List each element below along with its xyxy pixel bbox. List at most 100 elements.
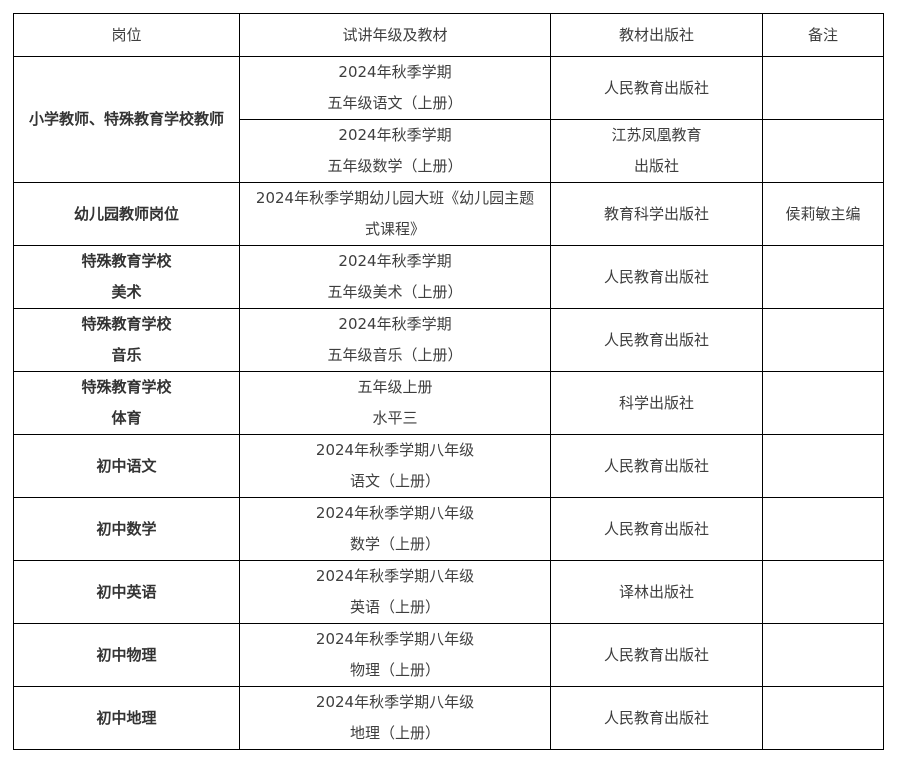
- material-line: 2024年秋季学期: [338, 315, 452, 333]
- position-line: 体育: [111, 409, 142, 427]
- position-cell: 特殊教育学校 体育: [13, 371, 240, 435]
- table-row: 2024年秋季学期 五年级数学（上册） 江苏凤凰教育 出版社: [14, 119, 884, 183]
- header-position: 岗位: [13, 13, 240, 57]
- material-line: 2024年秋季学期: [338, 252, 452, 270]
- publisher-cell: 译林出版社: [550, 560, 763, 624]
- table-row: 特殊教育学校 美术 2024年秋季学期 五年级美术（上册） 人民教育出版社: [13, 245, 884, 309]
- note-cell: [762, 308, 884, 372]
- material-line: 2024年秋季学期八年级: [315, 567, 475, 585]
- material-cell: 2024年秋季学期八年级 地理（上册）: [239, 686, 551, 750]
- position-cell: 初中英语: [13, 560, 240, 624]
- position-cell: 小学教师、特殊教育学校教师: [13, 56, 240, 183]
- note-cell: [762, 119, 884, 183]
- position-line: 特殊教育学校: [81, 378, 172, 396]
- table-row: 幼儿园教师岗位 2024年秋季学期幼儿园大班《幼儿园主题 式课程》 教育科学出版社 侯莉…: [13, 182, 884, 246]
- publisher-cell: 人民教育出版社: [550, 686, 763, 750]
- publisher-line: 教育科学出版社: [603, 204, 709, 223]
- material-line: 地理（上册）: [349, 724, 440, 742]
- publisher-cell: 人民教育出版社: [550, 56, 763, 120]
- table-row: 小学教师、特殊教育学校教师 2024年秋季学期 五年级语文（上册） 人民教育出版社: [13, 56, 884, 183]
- publisher-cell: 江苏凤凰教育 出版社: [550, 119, 763, 183]
- material-line: 五年级语文（上册）: [327, 94, 463, 112]
- publisher-cell: 人民教育出版社: [550, 308, 763, 372]
- table-row: 初中英语 2024年秋季学期八年级 英语（上册） 译林出版社: [13, 560, 884, 624]
- publisher-line: 译林出版社: [618, 582, 694, 601]
- material-line: 2024年秋季学期八年级: [315, 630, 475, 648]
- position-cell: 特殊教育学校 美术: [13, 245, 240, 309]
- material-cell: 2024年秋季学期八年级 英语（上册）: [239, 560, 551, 624]
- table-row: 特殊教育学校 音乐 2024年秋季学期 五年级音乐（上册） 人民教育出版社: [13, 308, 884, 372]
- position-cell: 初中语文: [13, 434, 240, 498]
- note-cell: [762, 245, 884, 309]
- note-cell: [762, 686, 884, 750]
- material-cell: 五年级上册 水平三: [239, 371, 551, 435]
- publisher-line: 人民教育出版社: [603, 267, 709, 286]
- header-note: 备注: [762, 13, 884, 57]
- publisher-line: 人民教育出版社: [603, 456, 709, 475]
- note-cell: [762, 371, 884, 435]
- table-row: 初中地理 2024年秋季学期八年级 地理（上册） 人民教育出版社: [13, 686, 884, 750]
- table-row: 初中物理 2024年秋季学期八年级 物理（上册） 人民教育出版社: [13, 623, 884, 687]
- publisher-cell: 人民教育出版社: [550, 434, 763, 498]
- material-line: 物理（上册）: [349, 661, 440, 679]
- publisher-line: 江苏凤凰教育: [611, 126, 702, 144]
- publisher-cell: 科学出版社: [550, 371, 763, 435]
- position-line: 初中数学: [96, 519, 157, 538]
- position-line: 初中语文: [96, 456, 157, 475]
- note-cell: [762, 497, 884, 561]
- position-line: 幼儿园教师岗位: [73, 204, 179, 223]
- material-cell: 2024年秋季学期 五年级音乐（上册）: [239, 308, 551, 372]
- material-line: 2024年秋季学期八年级: [315, 504, 475, 522]
- publisher-line: 人民教育出版社: [603, 708, 709, 727]
- publisher-line: 出版社: [633, 157, 679, 175]
- position-line: 特殊教育学校: [81, 252, 172, 270]
- note-cell: [762, 434, 884, 498]
- material-line: 2024年秋季学期幼儿园大班《幼儿园主题: [255, 189, 535, 207]
- material-line: 2024年秋季学期八年级: [315, 441, 475, 459]
- material-cell: 2024年秋季学期八年级 语文（上册）: [239, 434, 551, 498]
- publisher-line: 科学出版社: [618, 393, 694, 412]
- material-line: 五年级音乐（上册）: [327, 346, 463, 364]
- material-line: 2024年秋季学期: [338, 126, 452, 144]
- material-line: 五年级上册: [357, 378, 433, 396]
- note-cell: [762, 623, 884, 687]
- material-cell: 2024年秋季学期 五年级美术（上册）: [239, 245, 551, 309]
- header-publisher: 教材出版社: [550, 13, 763, 57]
- publisher-line: 人民教育出版社: [603, 330, 709, 349]
- position-cell: 幼儿园教师岗位: [13, 182, 240, 246]
- material-cell: 2024年秋季学期八年级 物理（上册）: [239, 623, 551, 687]
- position-line: 美术: [111, 283, 142, 301]
- publisher-cell: 教育科学出版社: [550, 182, 763, 246]
- material-line: 数学（上册）: [349, 535, 440, 553]
- publisher-line: 人民教育出版社: [603, 645, 709, 664]
- exam-materials-table: 岗位 试讲年级及教材 教材出版社 备注 小学教师、特殊教育学校教师 2024年秋…: [13, 13, 884, 750]
- note-cell: [762, 56, 884, 120]
- material-line: 五年级美术（上册）: [327, 283, 463, 301]
- material-cell: 2024年秋季学期 五年级语文（上册）: [239, 56, 551, 120]
- material-cell: 2024年秋季学期幼儿园大班《幼儿园主题 式课程》: [239, 182, 551, 246]
- table-row: 初中数学 2024年秋季学期八年级 数学（上册） 人民教育出版社: [13, 497, 884, 561]
- publisher-cell: 人民教育出版社: [550, 497, 763, 561]
- material-cell: 2024年秋季学期八年级 数学（上册）: [239, 497, 551, 561]
- material-line: 五年级数学（上册）: [327, 157, 463, 175]
- note-cell: 侯莉敏主编: [762, 182, 884, 246]
- publisher-cell: 人民教育出版社: [550, 623, 763, 687]
- table-row: 初中语文 2024年秋季学期八年级 语文（上册） 人民教育出版社: [13, 434, 884, 498]
- position-line: 初中物理: [96, 645, 157, 664]
- material-line: 2024年秋季学期八年级: [315, 693, 475, 711]
- header-material: 试讲年级及教材: [239, 13, 551, 57]
- material-line: 式课程》: [364, 220, 425, 238]
- table-row: 特殊教育学校 体育 五年级上册 水平三 科学出版社: [13, 371, 884, 435]
- position-cell: 特殊教育学校 音乐: [13, 308, 240, 372]
- material-line: 语文（上册）: [349, 472, 440, 490]
- position-line: 特殊教育学校: [81, 315, 172, 333]
- material-line: 2024年秋季学期: [338, 63, 452, 81]
- position-cell: 初中数学: [13, 497, 240, 561]
- header-row: 岗位 试讲年级及教材 教材出版社 备注: [13, 13, 884, 57]
- position-line: 音乐: [111, 346, 142, 364]
- position-line: 初中地理: [96, 708, 157, 727]
- position-cell: 初中地理: [13, 686, 240, 750]
- publisher-cell: 人民教育出版社: [550, 245, 763, 309]
- note-cell: [762, 560, 884, 624]
- material-line: 英语（上册）: [349, 598, 440, 616]
